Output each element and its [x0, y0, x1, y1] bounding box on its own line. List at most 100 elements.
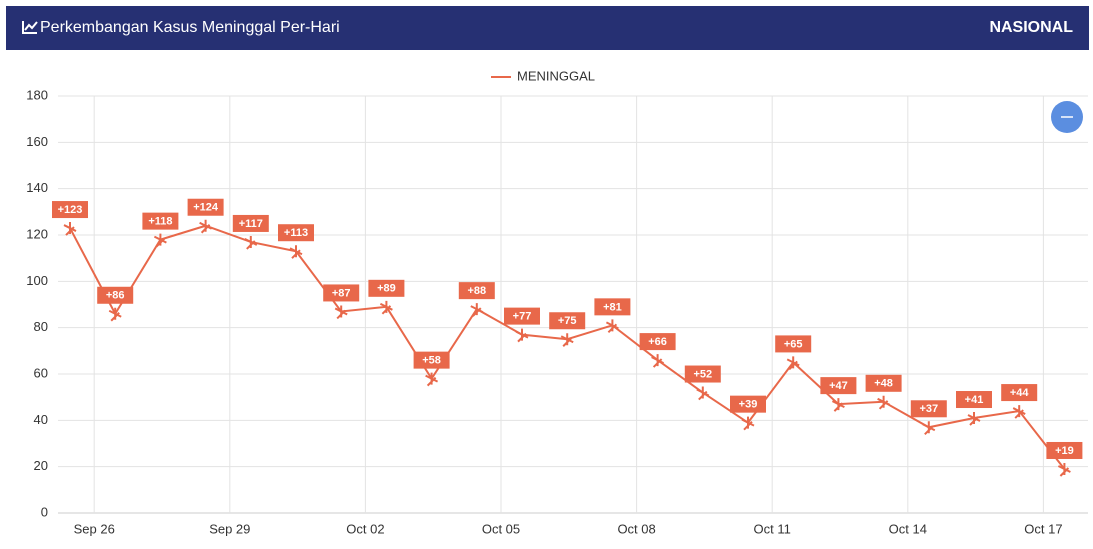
- value-label-box: [956, 391, 992, 409]
- value-label-text: +52: [693, 368, 712, 380]
- point-marker: [425, 372, 439, 387]
- value-label: +65: [775, 335, 812, 353]
- value-label-box: [323, 284, 360, 302]
- value-label: +89: [368, 279, 405, 297]
- value-label: +58: [413, 351, 450, 369]
- point-marker: [108, 307, 122, 322]
- point-marker: [153, 233, 167, 248]
- x-tick-label: Sep 26: [74, 521, 115, 536]
- value-label: +47: [820, 377, 857, 395]
- y-tick-label: 80: [34, 319, 48, 334]
- value-label-text: +124: [193, 202, 219, 214]
- value-label-box: [368, 279, 405, 297]
- y-tick-label: 120: [26, 226, 48, 241]
- value-label-text: +41: [965, 394, 984, 406]
- point-marker: [651, 354, 665, 368]
- point-marker: [244, 235, 258, 250]
- value-label-text: +81: [603, 301, 622, 313]
- value-label: +48: [865, 374, 902, 392]
- point-marker: [560, 333, 574, 347]
- point-marker: [605, 319, 619, 334]
- x-tick-label: Oct 05: [482, 521, 520, 536]
- legend-label: MENINGGAL: [517, 68, 595, 83]
- point-marker: [470, 303, 484, 317]
- point-marker: [831, 398, 845, 412]
- value-label-text: +123: [58, 204, 83, 216]
- value-label: +66: [639, 333, 676, 351]
- point-marker: [1012, 405, 1026, 419]
- y-tick-label: 180: [26, 87, 48, 102]
- value-label-text: +58: [422, 355, 441, 367]
- point-marker: [967, 412, 981, 426]
- y-tick-label: 140: [26, 180, 48, 195]
- value-label-text: +77: [513, 311, 532, 323]
- value-label-box: [1001, 384, 1038, 402]
- value-label: +113: [278, 224, 314, 242]
- value-label: +44: [1001, 384, 1038, 402]
- y-tick-label: 40: [34, 412, 48, 427]
- value-label-text: +66: [648, 336, 667, 348]
- y-tick-label: 0: [41, 504, 48, 519]
- value-label: +52: [684, 365, 721, 383]
- value-label-text: +48: [874, 378, 893, 390]
- x-tick-label: Oct 08: [617, 521, 655, 536]
- point-marker: [922, 421, 936, 435]
- value-label-text: +88: [467, 285, 486, 297]
- value-label-box: [458, 282, 495, 300]
- value-label: +123: [52, 201, 88, 219]
- value-label-text: +19: [1055, 445, 1074, 457]
- value-label: +124: [187, 198, 224, 216]
- value-label-box: [187, 198, 224, 216]
- value-label: +87: [323, 284, 360, 302]
- x-tick-label: Oct 02: [346, 521, 384, 536]
- point-marker: [199, 219, 213, 234]
- value-label-box: [865, 374, 902, 392]
- x-tick-label: Oct 14: [889, 521, 927, 536]
- x-tick-label: Oct 17: [1024, 521, 1062, 536]
- value-label-box: [413, 351, 450, 369]
- point-marker: [289, 245, 303, 259]
- value-label-box: [1046, 441, 1083, 459]
- value-label-text: +37: [919, 403, 938, 415]
- value-label-text: +44: [1010, 387, 1030, 399]
- value-label: +86: [97, 286, 134, 304]
- value-label-box: [820, 377, 857, 395]
- point-marker: [696, 386, 710, 401]
- value-label-box: [639, 333, 676, 351]
- point-marker: [334, 305, 348, 320]
- value-label: +41: [956, 391, 992, 409]
- value-label-text: +117: [239, 218, 263, 230]
- series-line: [69, 224, 1066, 470]
- value-label-box: [775, 335, 812, 353]
- y-tick-label: 20: [34, 458, 48, 473]
- value-label-box: [52, 201, 88, 219]
- value-label-text: +118: [148, 216, 172, 228]
- value-label: +19: [1046, 441, 1083, 459]
- value-label-text: +113: [284, 227, 308, 239]
- value-label-text: +86: [106, 290, 125, 302]
- value-label-text: +75: [558, 315, 577, 327]
- point-marker: [63, 222, 77, 236]
- value-label-box: [684, 365, 721, 383]
- value-label-box: [97, 286, 134, 304]
- point-marker: [741, 416, 755, 431]
- value-label-box: [232, 214, 269, 232]
- point-marker: [786, 356, 800, 371]
- value-label-text: +89: [377, 283, 396, 295]
- chart-icon: [22, 21, 38, 34]
- value-label: +118: [142, 212, 179, 230]
- value-label-box: [910, 400, 947, 418]
- x-tick-label: Oct 11: [754, 521, 791, 536]
- value-label: +117: [232, 214, 269, 232]
- value-label: +81: [594, 298, 631, 316]
- y-tick-label: 60: [34, 365, 48, 380]
- value-label-text: +87: [332, 287, 351, 299]
- point-marker: [379, 300, 393, 315]
- value-label: +75: [549, 312, 586, 330]
- value-label: +37: [910, 400, 947, 418]
- region-label: NASIONAL: [989, 19, 1073, 36]
- y-tick-label: 100: [26, 273, 48, 288]
- value-label-box: [142, 212, 179, 230]
- header-title: Perkembangan Kasus Meninggal Per-Hari: [40, 19, 340, 36]
